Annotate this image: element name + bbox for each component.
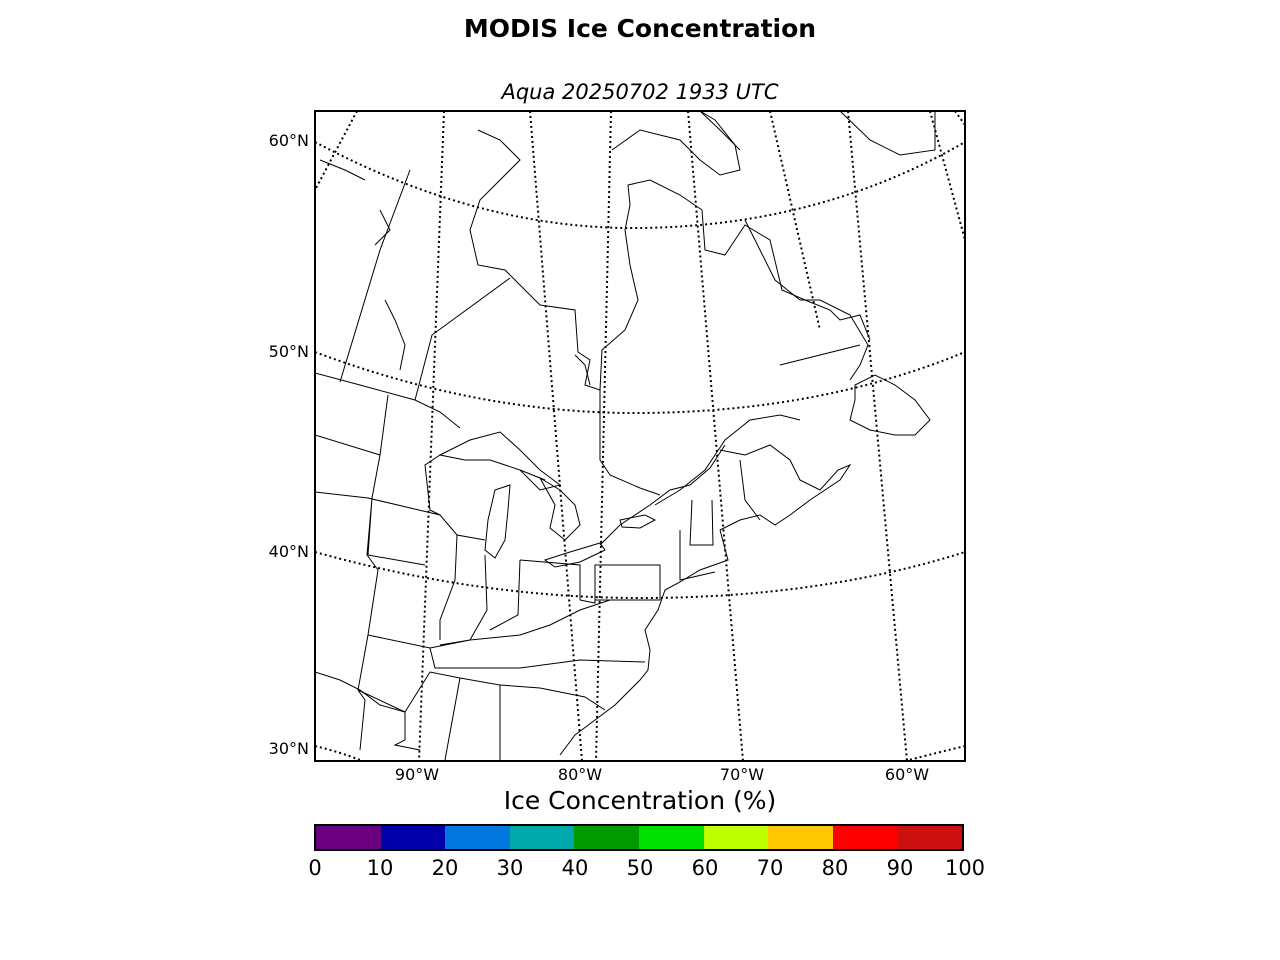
colorbar-segment-9	[897, 826, 962, 849]
manitoba-ontario-border	[414, 277, 511, 401]
meridian-50w	[954, 111, 965, 126]
meridian-60w	[847, 111, 908, 761]
colorbar-tick-label: 70	[756, 856, 784, 880]
manitoba-west-border	[339, 169, 411, 383]
colorbar-tick-label: 50	[626, 856, 654, 880]
meridian-80w	[529, 111, 583, 761]
coastlines	[315, 111, 936, 756]
figure-title: MODIS Ice Concentration	[463, 14, 817, 43]
lon-label-70w: 70°W	[719, 765, 765, 784]
atlantic-coast	[559, 529, 729, 756]
colorbar	[314, 824, 964, 851]
political-borders	[315, 169, 861, 761]
lake-michigan	[484, 484, 511, 559]
parallel-40n	[315, 551, 965, 600]
colorbar-segment-4	[574, 826, 639, 849]
colorbar-tick-label: 90	[886, 856, 914, 880]
lat-label-40n: 40°N	[268, 542, 309, 561]
hudson-bay-coast	[469, 129, 871, 391]
colorbar-tick-label: 30	[496, 856, 524, 880]
figure-subtitle: Aqua 20250702 1933 UTC	[501, 80, 779, 104]
colorbar-tick-label: 40	[561, 856, 589, 880]
lon-label-80w: 80°W	[557, 765, 603, 784]
lake-erie	[543, 542, 606, 568]
colorbar-tick-label: 100	[944, 856, 986, 880]
colorbar-tick-label: 10	[366, 856, 394, 880]
colorbar-segment-5	[638, 826, 704, 849]
st-lawrence	[654, 414, 801, 506]
western-islands	[319, 159, 406, 371]
lon-label-90w: 90°W	[394, 765, 440, 784]
colorbar-tick-label: 20	[431, 856, 459, 880]
quebec-labrador-border	[779, 344, 861, 366]
colorbar-segment-1	[380, 826, 446, 849]
meridian-90w	[418, 111, 445, 761]
parallel-60n	[315, 141, 965, 230]
colorbar-segment-0	[316, 826, 381, 849]
baffin-island	[699, 111, 936, 156]
colorbar-tick-label: 80	[821, 856, 849, 880]
meridian-100w	[315, 111, 358, 191]
parallel-50n	[315, 351, 965, 415]
lat-label-50n: 50°N	[268, 342, 309, 361]
colorbar-segment-6	[703, 826, 769, 849]
colorbar-label: Ice Concentration (%)	[503, 786, 777, 815]
meridian-65w	[769, 111, 821, 331]
lon-label-60w: 60°W	[884, 765, 930, 784]
colorbar-tick-label: 0	[308, 856, 322, 880]
labrador-coast	[744, 219, 869, 381]
us-state-lines	[315, 394, 716, 761]
lat-label-60n: 60°N	[268, 131, 309, 150]
meridian-55w	[929, 111, 965, 241]
lake-ontario	[619, 514, 657, 529]
lake-huron	[538, 476, 581, 541]
colorbar-segment-7	[768, 826, 833, 849]
meridian-75w	[595, 111, 612, 761]
parallel-30n	[315, 745, 965, 761]
gulf-coast	[315, 671, 421, 751]
colorbar-tick-label: 60	[691, 856, 719, 880]
map-frame	[314, 110, 966, 762]
colorbar-segment-3	[509, 826, 575, 849]
gaspe-maritimes	[719, 444, 852, 531]
quebec-ontario-border	[599, 390, 661, 496]
ungava-peninsula	[611, 111, 741, 176]
newfoundland	[849, 374, 931, 436]
graticule-meridians	[315, 111, 965, 761]
colorbar-segment-2	[445, 826, 510, 849]
meridian-70w	[687, 111, 744, 761]
colorbar-segment-8	[832, 826, 898, 849]
us-canada-border-east	[519, 444, 761, 546]
james-bay	[574, 354, 591, 386]
great-lakes-superior	[438, 431, 562, 491]
graticule-latitudes	[315, 141, 965, 761]
lat-label-30n: 30°N	[268, 739, 309, 758]
